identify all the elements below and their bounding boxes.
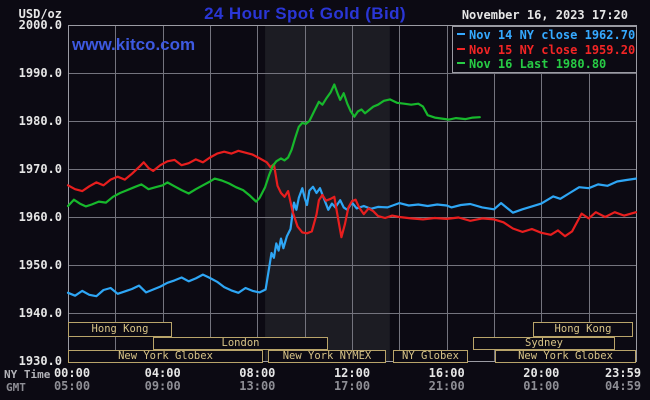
kitco-link[interactable]: www.kitco.com bbox=[72, 35, 196, 54]
y-tick-1940.0: 1940.0 bbox=[18, 306, 62, 320]
session-sydney: Sydney bbox=[473, 337, 615, 350]
x-tick-gmt-17:00: 17:00 bbox=[333, 379, 371, 393]
session-london: London bbox=[153, 337, 328, 350]
y-tick-1990.0: 1990.0 bbox=[18, 66, 62, 80]
unit-label: USD/oz bbox=[18, 7, 62, 21]
legend-item-nov15: Nov 15 NY close 1959.20 bbox=[456, 43, 636, 58]
legend-box: Nov 14 NY close 1962.70 Nov 15 NY close … bbox=[452, 26, 637, 73]
nymex-session-band bbox=[265, 26, 390, 361]
y-tick-1930.0: 1930.0 bbox=[18, 354, 62, 368]
x-tick-ny-23:59: 23:59 bbox=[604, 366, 642, 380]
nov14-price-line bbox=[66, 177, 638, 298]
ny-time-axis-caption: NY Time bbox=[4, 368, 51, 381]
x-tick-gmt-04:59: 04:59 bbox=[604, 379, 642, 393]
y-tick-1980.0: 1980.0 bbox=[18, 114, 62, 128]
x-tick-ny-04:00: 04:00 bbox=[144, 366, 181, 380]
session-hong-kong: Hong Kong bbox=[68, 322, 172, 337]
legend-item-nov16: Nov 16 Last 1980.80 bbox=[456, 57, 636, 72]
y-tick-1950.0: 1950.0 bbox=[18, 258, 62, 272]
session-new-york-nymex: New York NYMEX bbox=[268, 350, 386, 363]
gmt-axis-caption: GMT bbox=[6, 381, 26, 394]
session-new-york-globex: New York Globex bbox=[68, 350, 263, 363]
x-tick-gmt-05:00: 05:00 bbox=[53, 379, 91, 393]
y-tick-1970.0: 1970.0 bbox=[18, 162, 62, 176]
nov16-price-line bbox=[66, 83, 481, 208]
x-tick-ny-16:00: 16:00 bbox=[428, 366, 465, 380]
legend-label-nov14: Nov 14 NY close 1962.70 bbox=[469, 28, 636, 42]
x-tick-gmt-13:00: 13:00 bbox=[239, 379, 276, 393]
chart-datetime: November 16, 2023 17:20 bbox=[461, 8, 628, 22]
x-tick-gmt-01:00: 01:00 bbox=[523, 379, 560, 393]
legend-label-nov16: Nov 16 Last 1980.80 bbox=[469, 57, 607, 71]
session-ny-globex: NY Globex bbox=[393, 350, 468, 363]
legend-item-nov14: Nov 14 NY close 1962.70 bbox=[456, 28, 636, 43]
session-hong-kong: Hong Kong bbox=[533, 322, 633, 337]
x-tick-ny-20:00: 20:00 bbox=[523, 366, 560, 380]
nov16-dash-icon bbox=[457, 62, 465, 64]
nov15-dash-icon bbox=[457, 47, 465, 50]
session-new-york-globex: New York Globex bbox=[495, 350, 636, 363]
nov15-price-line bbox=[66, 149, 638, 239]
x-tick-ny-00:00: 00:00 bbox=[53, 366, 91, 380]
x-tick-gmt-21:00: 21:00 bbox=[428, 379, 465, 393]
y-tick-2000.0: 2000.0 bbox=[18, 18, 62, 32]
x-tick-ny-08:00: 08:00 bbox=[239, 366, 276, 380]
x-tick-gmt-09:00: 09:00 bbox=[144, 379, 181, 393]
legend-label-nov15: Nov 15 NY close 1959.20 bbox=[469, 42, 636, 57]
nov14-dash-icon bbox=[457, 33, 465, 35]
x-tick-ny-12:00: 12:00 bbox=[333, 366, 371, 380]
y-tick-1960.0: 1960.0 bbox=[18, 210, 62, 224]
page-title: 24 Hour Spot Gold (Bid) bbox=[204, 4, 406, 23]
